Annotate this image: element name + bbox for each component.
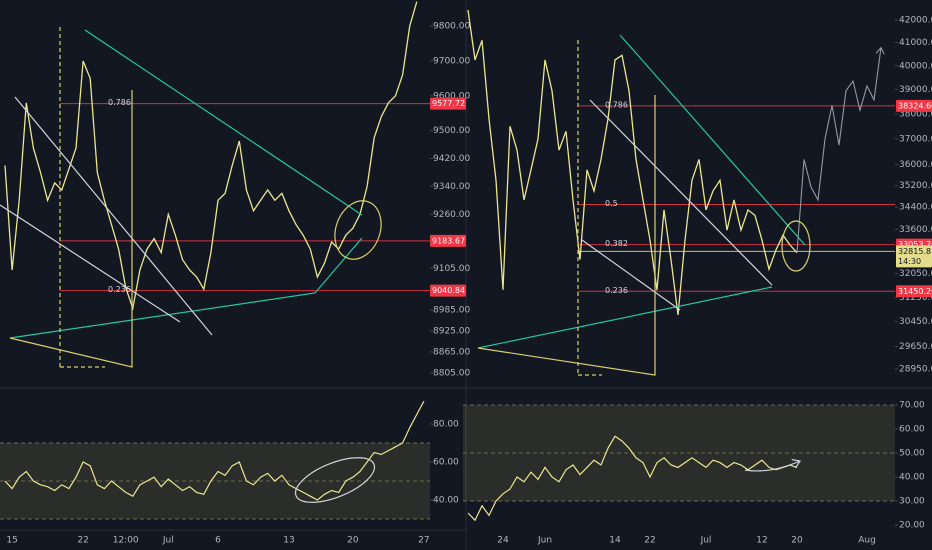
x-tick-label: Jul: [700, 536, 712, 546]
y-tick-label: 9340.00: [433, 182, 470, 192]
rsi-tick-label: 40.00: [899, 472, 925, 482]
y-tick-label: 9600.00: [433, 91, 470, 101]
highlight-ellipse: [294, 457, 376, 503]
fib-label: 0.236: [108, 285, 131, 294]
channel-line: [0, 204, 181, 323]
rsi-line: [467, 435, 798, 522]
y-tick-label: 36000.00: [899, 160, 932, 170]
trend-line: [477, 286, 773, 349]
x-tick-label: 22: [77, 536, 88, 546]
drawings: [0, 27, 811, 503]
y-tick-label: 32050.00: [899, 269, 932, 279]
x-tick-label: 24: [497, 536, 509, 546]
price-tag: [896, 245, 932, 268]
y-tick-label: 33600.00: [899, 225, 932, 235]
y-tick-label: 29650.00: [899, 342, 932, 352]
y-tick-label: 8985.00: [433, 306, 470, 316]
x-tick-label: 6: [215, 536, 221, 546]
y-tick-label: 9105.00: [433, 264, 470, 274]
price-tag: [430, 284, 466, 297]
trend-line: [619, 34, 806, 246]
rsi-tick-label: 60.00: [899, 424, 925, 434]
y-tick-label: 28950.00: [899, 364, 932, 374]
rsi-tick-label: 30.00: [899, 496, 925, 506]
x-tick-label: 27: [418, 536, 429, 546]
price-tag-label: 31450.20: [898, 287, 932, 296]
channel-line: [589, 99, 773, 286]
price-tag-time: 14:30: [898, 257, 921, 266]
price-tag: [430, 97, 466, 110]
fib-label: 0.236: [605, 286, 628, 295]
trend-line: [84, 29, 363, 216]
fib-label: 0.786: [108, 98, 131, 107]
y-tick-label: 9500.00: [433, 126, 470, 136]
price-tag-label: 9040.84: [432, 286, 465, 295]
rsi-line: [4, 400, 425, 501]
channel-line: [14, 96, 213, 336]
y-tick-label: 30450.00: [899, 317, 932, 327]
pattern-line: [477, 95, 656, 376]
y-tick-label: 8925.00: [433, 326, 470, 336]
x-tick-label: 15: [6, 536, 17, 546]
y-tick-label: 8805.00: [433, 368, 470, 378]
y-tick-label: 8865.00: [433, 347, 470, 357]
price-tag-label: 33053.76: [898, 240, 932, 249]
x-tick-label: Aug: [858, 536, 876, 546]
price-tag-label: 38324.60: [898, 101, 932, 110]
price-tag-label: 9183.67: [432, 236, 465, 245]
x-tick-label: Jul: [162, 536, 174, 546]
rsi-tick-label: 70.00: [899, 400, 925, 410]
x-tick-label: 22: [644, 536, 655, 546]
rsi-tick-label: 50.00: [899, 448, 925, 458]
y-tick-label: 31250.00: [899, 293, 932, 303]
x-tick-label: 20: [347, 536, 359, 546]
x-tick-label: Jun: [537, 536, 552, 546]
y-tick-label: 38000.00: [899, 109, 932, 119]
x-tick-label: 14: [609, 536, 621, 546]
highlight-ellipse: [334, 200, 382, 260]
rsi-tick-label: 60.00: [433, 457, 459, 467]
price-tag: [430, 234, 466, 247]
y-tick-label: 37000.00: [899, 134, 932, 144]
price-line: [467, 9, 798, 315]
fib-label: 0.786: [605, 100, 628, 109]
price-tag: [896, 99, 932, 112]
y-tick-label: 34400.00: [899, 203, 932, 213]
y-tick-label: 42000.00: [899, 15, 932, 25]
rsi-tick-label: 20.00: [899, 520, 925, 530]
pattern-line: [9, 90, 133, 368]
rsi-arrow: [744, 461, 800, 472]
price-line: [4, 1, 418, 311]
fib-label: 0.5: [605, 199, 618, 208]
price-tag-label: 9577.72: [432, 99, 465, 108]
y-tick-label: 9700.00: [433, 56, 470, 66]
rsi-tick-label: 40.00: [433, 496, 459, 506]
projection-line: [796, 48, 881, 253]
y-tick-label: 9800.00: [433, 22, 470, 32]
y-tick-label: 35200.00: [899, 181, 932, 191]
highlight-ellipse: [781, 220, 811, 272]
fib-label: 0.382: [605, 239, 628, 248]
price-tag: [896, 285, 932, 298]
channel-line: [581, 239, 681, 311]
trend-line: [9, 237, 363, 339]
price-tag-label: 32815.87: [898, 247, 932, 256]
y-tick-label: 9420.00: [433, 154, 470, 164]
x-tick-label: 12:00: [113, 536, 139, 546]
y-tick-label: 9260.00: [433, 210, 470, 220]
x-tick-label: 13: [283, 536, 294, 546]
rsi-tick-label: 80.00: [433, 419, 459, 429]
x-tick-label: 12: [756, 536, 767, 546]
x-tick-label: 20: [791, 536, 803, 546]
y-tick-label: 39000.00: [899, 85, 932, 95]
y-tick-label: 40000.00: [899, 61, 932, 71]
y-tick-label: 41000.00: [899, 38, 932, 48]
